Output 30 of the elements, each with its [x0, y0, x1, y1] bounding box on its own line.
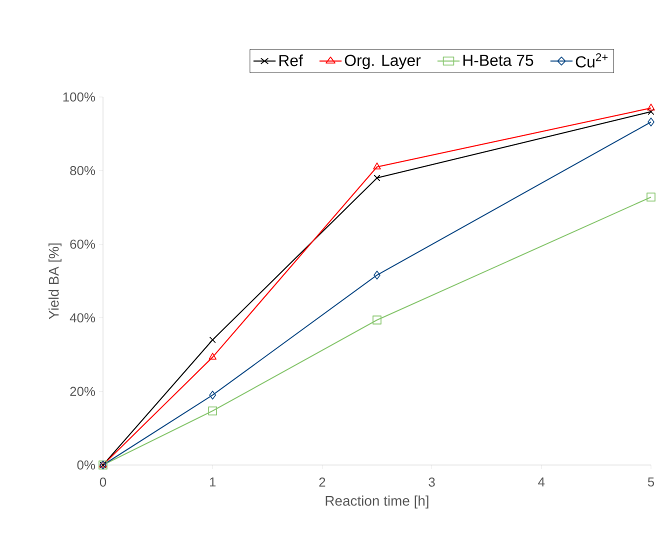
y-tick-label: 60% [70, 240, 96, 249]
point [209, 390, 216, 400]
legend-label: Cu$^{2+}$ [576, 53, 608, 68]
point [648, 118, 654, 126]
point [646, 192, 656, 202]
y-tick-label: 40% [70, 313, 96, 322]
x-tick-label: 3 [428, 478, 435, 487]
legend-label: Ref [279, 54, 303, 66]
x-tick-label: 4 [538, 478, 545, 486]
point [208, 406, 218, 416]
y-tick-label: 20% [70, 386, 96, 396]
point [648, 108, 654, 115]
y-axis-title: Yield BA [%] [48, 244, 62, 320]
point [647, 104, 655, 110]
legend-label: Org. Layer [344, 54, 421, 70]
x-tick-label: 1 [210, 478, 216, 486]
y-tick-label: 0% [77, 460, 96, 470]
y-tick-label: 80% [70, 166, 96, 176]
x-tick-label: 0 [100, 478, 106, 487]
y-tick-label: 100% [63, 92, 96, 102]
x-tick-label: 5 [648, 478, 654, 487]
point [374, 174, 380, 182]
point [372, 316, 382, 324]
point [208, 352, 217, 360]
x-tick-label: 2 [319, 478, 326, 487]
legend-label: H-Beta 75 [463, 54, 534, 66]
point [374, 270, 380, 280]
point [373, 162, 381, 170]
point [209, 336, 216, 344]
x-axis-title: Reaction time [h] [326, 496, 428, 509]
